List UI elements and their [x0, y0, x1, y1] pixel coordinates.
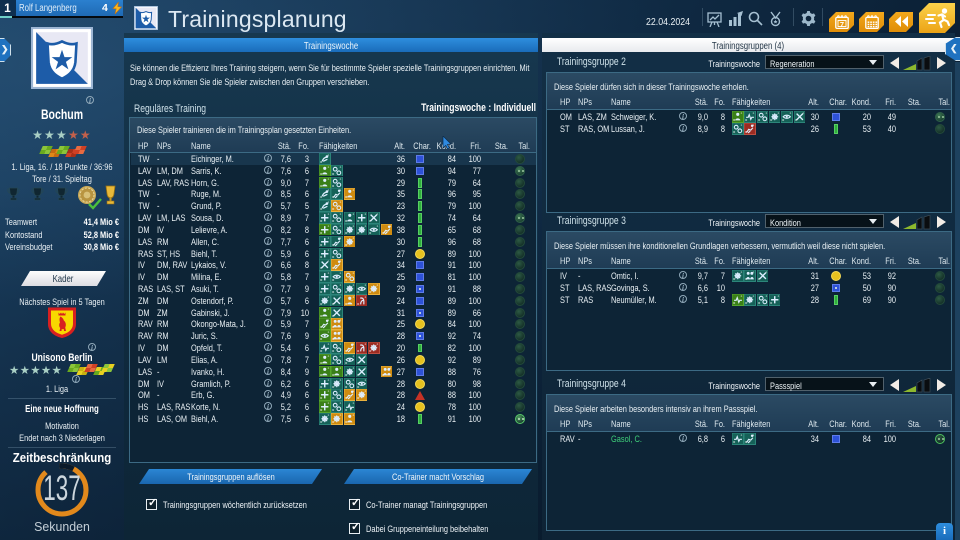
svg-text:7: 7	[840, 20, 844, 29]
